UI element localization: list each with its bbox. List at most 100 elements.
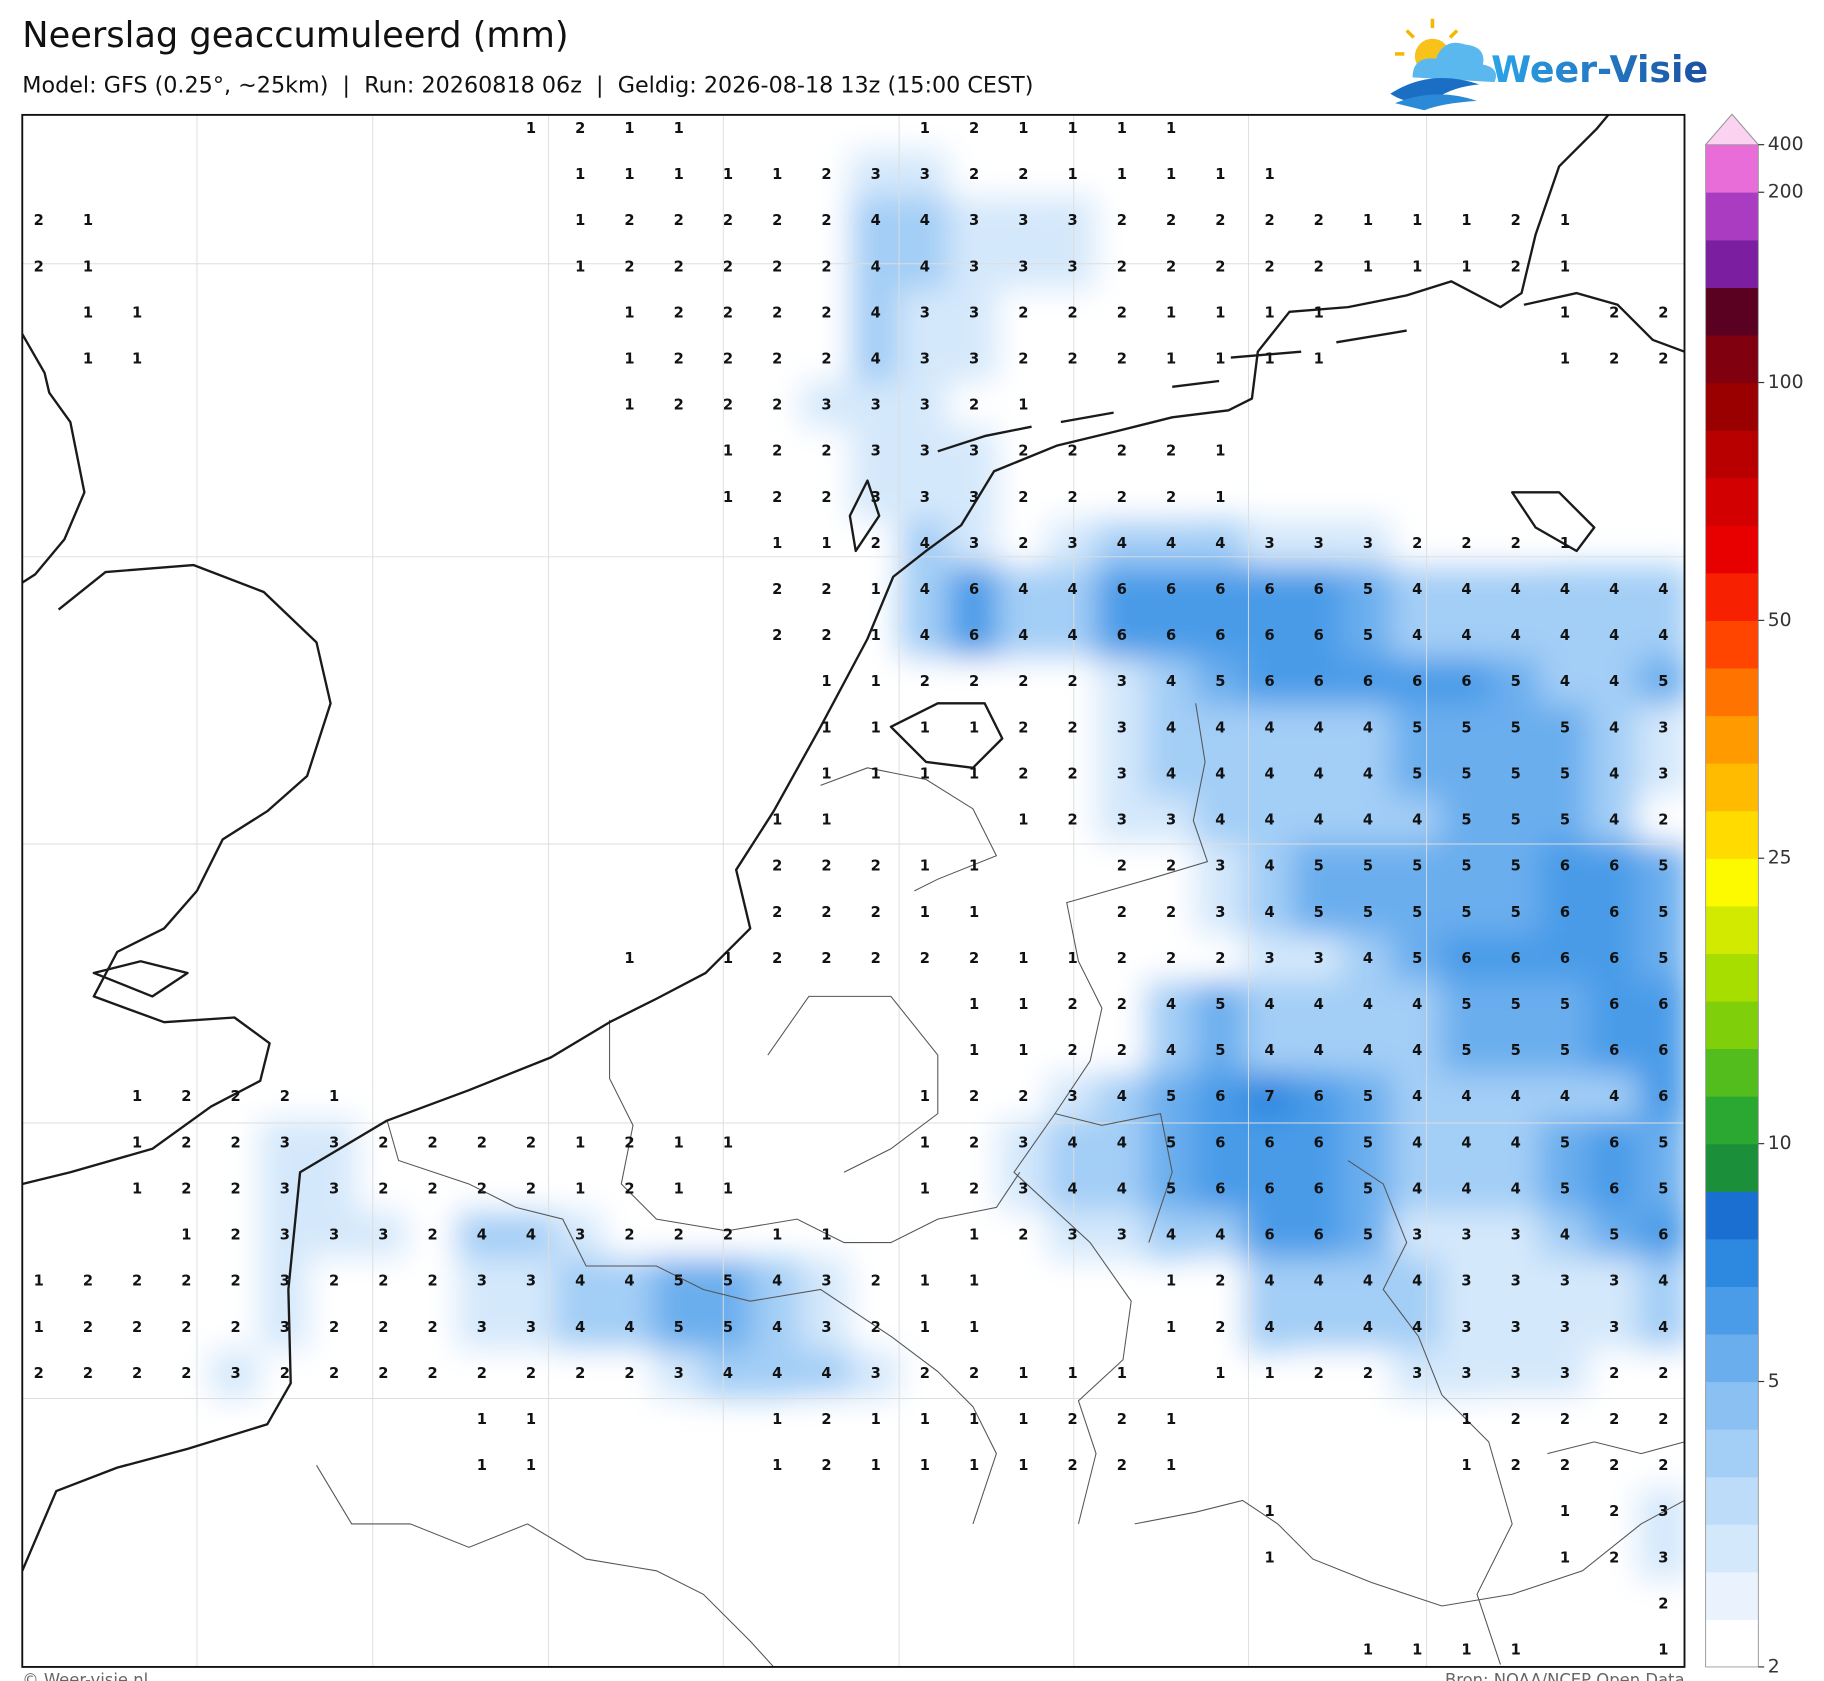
value-label: 4 (1314, 765, 1324, 782)
value-label: 1 (1166, 1457, 1176, 1474)
precip-cell (1046, 1026, 1099, 1076)
precip-cell (1292, 980, 1345, 1030)
precip-cell (259, 1211, 311, 1260)
subtitle: Model: GFS (0.25°, ~25km) | Run: 2026081… (22, 73, 1033, 99)
precip-cell (702, 289, 754, 338)
value-label: 2 (132, 1365, 142, 1382)
precip-cell (1342, 1072, 1394, 1122)
value-label: 1 (723, 1180, 733, 1197)
value-label: 4 (1264, 858, 1274, 875)
value-label: 3 (1560, 1319, 1570, 1336)
value-label: 4 (1018, 581, 1028, 598)
value-label: 5 (1658, 1180, 1668, 1197)
value-label: 6 (1314, 1088, 1324, 1105)
precip-cell (800, 1349, 853, 1399)
precip-cell (1046, 335, 1099, 384)
precip-cell (948, 658, 1000, 707)
precip-cell (1489, 1257, 1542, 1306)
value-label: 2 (1215, 1319, 1225, 1336)
precip-cell (800, 243, 853, 292)
colorbar-tick-label: 10 (1768, 1133, 1792, 1154)
value-label: 2 (871, 1273, 881, 1290)
value-label: 2 (1117, 950, 1127, 967)
precip-cell (1539, 1072, 1591, 1122)
value-label: 1 (1363, 1642, 1373, 1659)
value-label: 1 (575, 212, 585, 229)
value-label: 4 (1609, 581, 1619, 598)
precip-cell (1243, 519, 1296, 569)
value-label: 1 (821, 812, 831, 829)
value-label: 2 (1609, 304, 1619, 321)
value-label: 4 (1412, 581, 1422, 598)
value-label: 2 (1658, 1411, 1668, 1428)
precip-cell (1194, 243, 1247, 292)
value-label: 4 (624, 1319, 634, 1336)
precip-cell (259, 1257, 311, 1306)
precip-cell (1539, 842, 1591, 891)
value-label: 2 (871, 858, 881, 875)
value-label: 1 (1461, 258, 1471, 275)
value-label: 6 (1215, 1088, 1225, 1105)
value-label: 1 (1264, 1365, 1274, 1382)
precip-cell (1588, 1165, 1640, 1214)
value-label: 2 (1166, 950, 1176, 967)
precip-cell (1489, 750, 1542, 799)
value-label: 2 (920, 673, 930, 690)
precip-cell (1391, 888, 1444, 938)
title: Neerslag geaccumuleerd (mm) (22, 15, 568, 56)
precip-cell (1342, 658, 1394, 707)
value-label: 1 (821, 765, 831, 782)
colorbar-tick-label: 400 (1768, 134, 1804, 155)
value-label: 1 (1560, 304, 1570, 321)
value-label: 1 (132, 1134, 142, 1151)
precip-cell (1292, 1026, 1345, 1076)
value-label: 6 (1314, 673, 1324, 690)
precip-cell (1391, 980, 1444, 1030)
precip-cell (357, 1165, 410, 1214)
value-label: 4 (1264, 765, 1274, 782)
value-label: 1 (526, 1457, 536, 1474)
value-label: 2 (477, 1134, 487, 1151)
precip-cell (948, 289, 1000, 338)
precip-cell (899, 150, 951, 200)
value-label: 1 (1166, 1411, 1176, 1428)
colorbar-segment (1705, 858, 1759, 907)
value-label: 6 (1658, 996, 1668, 1013)
precip-cell (62, 1349, 114, 1399)
precip-cell (1243, 888, 1296, 938)
value-label: 1 (1215, 489, 1225, 506)
precip-cell (1145, 750, 1197, 799)
value-label: 3 (1117, 765, 1127, 782)
value-label: 2 (427, 1319, 437, 1336)
value-label: 2 (329, 1365, 339, 1382)
precip-cell (652, 1349, 705, 1399)
value-label: 2 (624, 212, 634, 229)
value-label: 6 (1166, 581, 1176, 598)
value-label: 4 (1314, 996, 1324, 1013)
precip-cell (1489, 196, 1542, 246)
precip-cell (800, 565, 853, 615)
value-label: 2 (969, 397, 979, 414)
value-label: 5 (1461, 719, 1471, 736)
value-label: 4 (1068, 581, 1078, 598)
colorbar-segment (1705, 1524, 1759, 1573)
value-label: 2 (1412, 535, 1422, 552)
value-label: 6 (1658, 1042, 1668, 1059)
value-label: 4 (1412, 1319, 1422, 1336)
colorbar-segment (1705, 287, 1759, 336)
colorbar-segment (1705, 763, 1759, 812)
value-label: 1 (723, 1134, 733, 1151)
value-label: 4 (1412, 1088, 1422, 1105)
value-label: 1 (1560, 535, 1570, 552)
colorbar-segment (1705, 1571, 1759, 1620)
value-label: 1 (821, 673, 831, 690)
precip-cell (111, 1303, 163, 1352)
value-label: 6 (1264, 673, 1274, 690)
value-label: 4 (624, 1273, 634, 1290)
precip-cell (1194, 611, 1247, 661)
precip-cell (1292, 1165, 1345, 1214)
value-label: 4 (1363, 812, 1373, 829)
value-label: 2 (1018, 1088, 1028, 1105)
precip-cell (1588, 1026, 1640, 1076)
precip-cell (1292, 934, 1345, 984)
